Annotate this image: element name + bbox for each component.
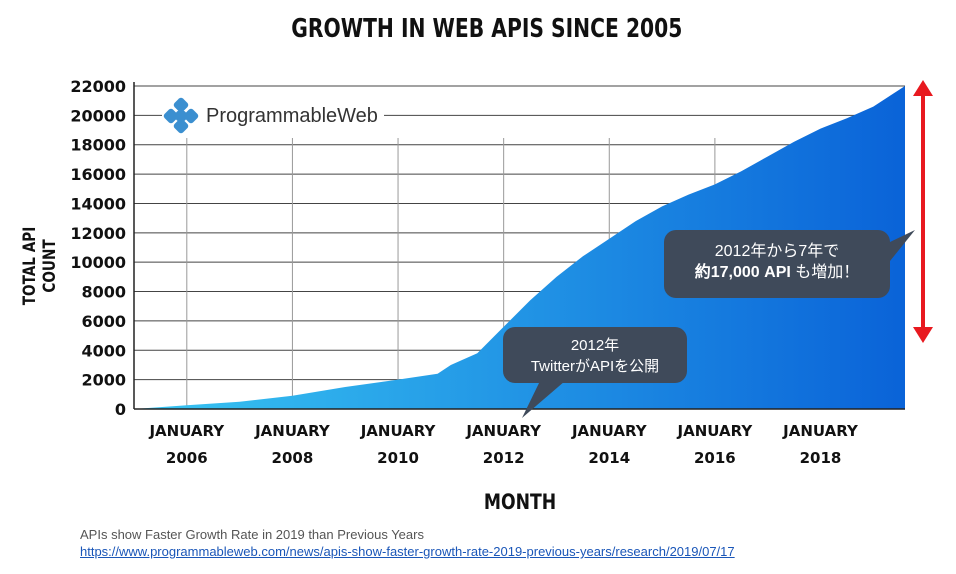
callout-growth: 2012年から7年で 約17,000 API も増加！	[664, 230, 890, 298]
x-tick-labels: JANUARY 2006 JANUARY 2008 JANUARY 2010 JANUARY…	[148, 422, 858, 467]
y-tick-label-20000: 20000	[70, 106, 126, 125]
y-tick-labels: 0 2000 4000 6000 8000 10000 12000 14000 16000 180…	[70, 77, 126, 419]
x-tick-label-2008-month: JANUARY	[254, 422, 331, 440]
series-area-total-api-count	[134, 86, 905, 409]
x-tick-label-2012-year: 2012	[483, 449, 525, 467]
y-tick-label-2000: 2000	[81, 371, 126, 390]
chart-title: GROWTH IN WEB APIS SINCE 2005	[291, 14, 683, 44]
arrow-head-top	[913, 80, 933, 96]
x-axis-label: MONTH	[483, 490, 557, 514]
caption: APIs show Faster Growth Rate in 2019 tha…	[80, 527, 424, 542]
x-tick-label-2014-year: 2014	[588, 449, 630, 467]
y-axis-label: TOTAL API COUNT	[20, 226, 60, 306]
y-tick-label-12000: 12000	[70, 224, 126, 243]
y-tick-label-22000: 22000	[70, 77, 126, 96]
callout-growth-line1: 2012年から7年で	[714, 243, 840, 260]
callout-growth-bold: 17,000 API	[710, 264, 791, 281]
x-tick-label-2016-year: 2016	[694, 449, 736, 467]
callout-pointers	[522, 230, 915, 418]
axes	[133, 82, 905, 410]
y-tick-label-8000: 8000	[81, 283, 126, 302]
source-link[interactable]: https://www.programmableweb.com/news/api…	[80, 544, 735, 559]
y-tick-label-16000: 16000	[70, 165, 126, 184]
callout-2012-line1: 2012年	[570, 337, 620, 354]
x-tick-label-2012-month: JANUARY	[465, 422, 542, 440]
y-tick-label-10000: 10000	[70, 253, 126, 272]
callout-2012-pointer	[522, 381, 565, 418]
y-tick-label-0: 0	[115, 400, 126, 419]
y-tick-label-18000: 18000	[70, 136, 126, 155]
x-tick-label-2010-month: JANUARY	[360, 422, 437, 440]
x-tick-label-2014-month: JANUARY	[571, 422, 648, 440]
growth-arrow	[913, 80, 933, 343]
puzzle-icon	[163, 97, 199, 134]
callout-growth-suffix: も増加！	[790, 264, 860, 281]
x-tick-label-2018-month: JANUARY	[782, 422, 859, 440]
y-tick-label-4000: 4000	[81, 341, 126, 360]
x-tick-label-2016-month: JANUARY	[677, 422, 754, 440]
callout-2012-line2: TwitterがAPIを公開	[530, 358, 660, 375]
logo-text: ProgrammableWeb	[206, 104, 378, 127]
x-tick-label-2006-month: JANUARY	[148, 422, 225, 440]
x-tick-label-2006-year: 2006	[166, 449, 208, 467]
arrow-head-bottom	[913, 327, 933, 343]
callout-growth-pointer	[886, 230, 915, 266]
programmableweb-logo: ProgrammableWeb	[162, 96, 384, 136]
y-tick-label-6000: 6000	[81, 312, 126, 331]
callout-growth-prefix: 約	[694, 264, 711, 281]
x-tick-label-2018-year: 2018	[800, 449, 842, 467]
x-tick-label-2008-year: 2008	[272, 449, 314, 467]
callout-twitter-2012: 2012年 TwitterがAPIを公開	[503, 327, 687, 383]
callout-growth-line2: 約17,000 API も増加！	[664, 262, 890, 283]
x-tick-label-2010-year: 2010	[377, 449, 419, 467]
y-tick-label-14000: 14000	[70, 194, 126, 213]
